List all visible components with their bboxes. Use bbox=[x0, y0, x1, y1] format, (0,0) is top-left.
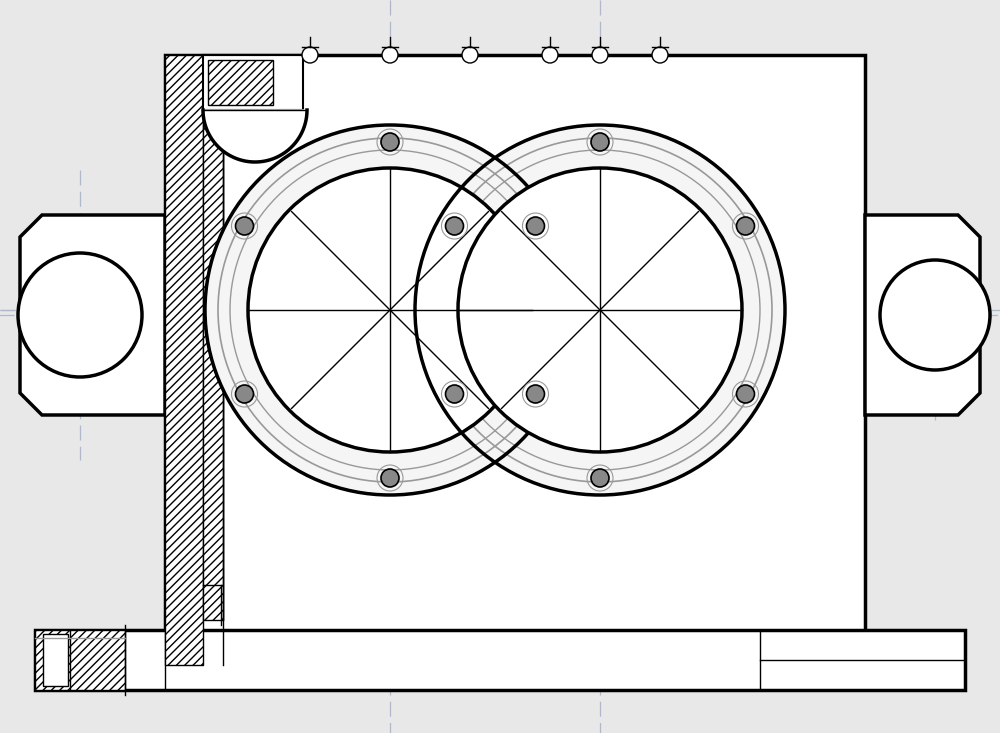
Circle shape bbox=[415, 125, 785, 495]
Bar bbox=[203, 55, 303, 110]
Circle shape bbox=[236, 385, 254, 403]
Circle shape bbox=[736, 385, 754, 403]
Circle shape bbox=[652, 47, 668, 63]
Bar bbox=[35, 630, 125, 690]
Circle shape bbox=[248, 168, 532, 452]
Bar bbox=[203, 100, 223, 620]
Polygon shape bbox=[203, 110, 307, 162]
Circle shape bbox=[382, 47, 398, 63]
Circle shape bbox=[526, 385, 544, 403]
Circle shape bbox=[526, 217, 544, 235]
Circle shape bbox=[736, 217, 754, 235]
Bar bbox=[165, 55, 203, 665]
Bar bbox=[35, 630, 965, 690]
Circle shape bbox=[458, 168, 742, 452]
Circle shape bbox=[205, 125, 575, 495]
Polygon shape bbox=[865, 215, 980, 415]
Circle shape bbox=[446, 385, 464, 403]
Circle shape bbox=[591, 469, 609, 487]
Circle shape bbox=[381, 133, 399, 151]
Circle shape bbox=[302, 47, 318, 63]
Circle shape bbox=[592, 47, 608, 63]
Polygon shape bbox=[20, 215, 165, 415]
Bar bbox=[165, 55, 865, 665]
Circle shape bbox=[880, 260, 990, 370]
Circle shape bbox=[591, 133, 609, 151]
Bar bbox=[208, 60, 273, 105]
Circle shape bbox=[381, 469, 399, 487]
Circle shape bbox=[446, 217, 464, 235]
Bar bbox=[43, 634, 68, 686]
Circle shape bbox=[542, 47, 558, 63]
Circle shape bbox=[462, 47, 478, 63]
Circle shape bbox=[236, 217, 254, 235]
Circle shape bbox=[18, 253, 142, 377]
